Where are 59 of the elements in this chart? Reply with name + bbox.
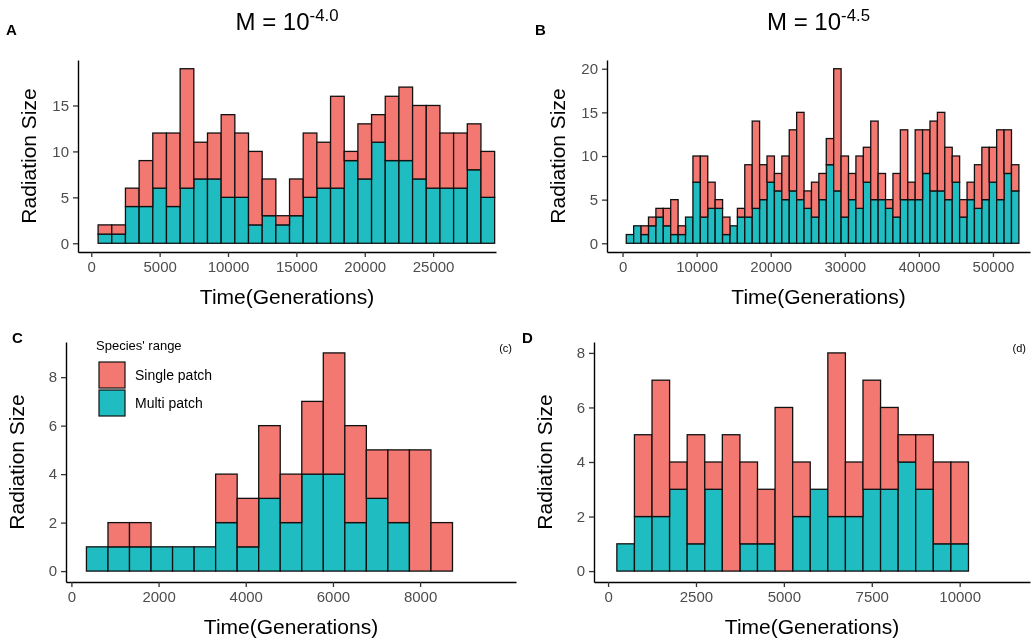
y-tick-label: 4 (48, 465, 57, 483)
y-tick-label: 5 (589, 190, 598, 208)
y-axis-title: Radiation Size (17, 88, 40, 224)
y-axis-title: Radiation Size (533, 394, 556, 530)
y-axis-title: Radiation Size (546, 88, 569, 224)
x-tick-label: 0 (604, 587, 613, 605)
x-tick-label: 10000 (939, 587, 982, 605)
x-tick-label: 5000 (143, 257, 177, 275)
x-tick-label: 10000 (676, 257, 718, 275)
x-tick-label: 0 (618, 257, 628, 275)
x-tick-label: 4000 (229, 587, 263, 605)
y-tick-label: 0 (576, 562, 585, 580)
text: D (522, 329, 533, 346)
text: C (12, 329, 23, 346)
y-axis-title: Radiation Size (5, 394, 28, 530)
x-tick-label: 2000 (142, 587, 176, 605)
x-tick-label: 20000 (750, 257, 793, 275)
x-tick-label: 40000 (898, 257, 941, 275)
y-tick-label: 4 (576, 453, 585, 471)
x-tick-label: 2500 (679, 587, 714, 605)
legend-label: Multi patch (135, 395, 203, 411)
text: B (535, 21, 546, 38)
y-tick-label: 20 (581, 60, 598, 78)
x-tick-label: 7500 (855, 587, 889, 605)
x-tick-label: 8000 (403, 587, 438, 605)
x-tick-label: 5000 (767, 587, 802, 605)
y-tick-label: 15 (52, 96, 69, 114)
x-axis-title: Time(Generations) (724, 615, 900, 638)
x-tick-label: 10000 (207, 257, 250, 275)
y-tick-label: 0 (48, 562, 57, 580)
legend-label: Single patch (135, 367, 213, 383)
y-tick-label: 6 (48, 416, 57, 434)
annotation: (c) (499, 342, 512, 354)
x-tick-label: 25000 (412, 257, 455, 275)
chart-title: M = 10$^{-4.0}$ (235, 5, 339, 35)
y-tick-label: 0 (589, 234, 598, 252)
x-axis-title: Time(Generations) (199, 285, 375, 308)
y-tick-label: 10 (52, 142, 69, 160)
legend-title: Species' range (96, 338, 182, 353)
y-tick-label: 10 (581, 147, 598, 165)
x-tick-label: 30000 (824, 257, 867, 275)
y-tick-label: 8 (48, 368, 57, 386)
x-tick-label: 20000 (344, 257, 387, 275)
y-tick-label: 0 (60, 234, 69, 252)
y-tick-label: 2 (576, 507, 585, 525)
x-tick-label: 50000 (972, 257, 1015, 275)
x-tick-label: 6000 (316, 587, 351, 605)
annotation: (d) (1012, 342, 1026, 354)
text: A (6, 21, 17, 38)
x-axis-title: Time(Generations) (203, 615, 379, 638)
x-tick-label: 0 (87, 257, 96, 275)
y-tick-label: 8 (576, 344, 585, 362)
y-tick-label: 6 (576, 398, 585, 416)
y-tick-label: 15 (581, 103, 598, 121)
x-tick-label: 15000 (276, 257, 318, 275)
x-axis-title: Time(Generations) (731, 285, 906, 308)
y-tick-label: 2 (48, 513, 57, 531)
y-tick-label: 5 (60, 188, 69, 206)
chart-title: M = 10$^{-4.5}$ (767, 5, 870, 35)
